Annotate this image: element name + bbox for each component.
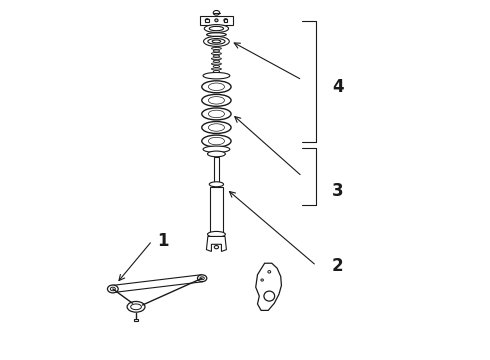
Ellipse shape bbox=[204, 24, 228, 32]
Ellipse shape bbox=[209, 182, 223, 187]
Ellipse shape bbox=[211, 63, 221, 65]
Text: 1: 1 bbox=[157, 232, 169, 250]
Ellipse shape bbox=[213, 50, 220, 52]
Ellipse shape bbox=[107, 285, 118, 293]
Text: 2: 2 bbox=[332, 257, 343, 275]
Bar bbox=[134, 319, 138, 321]
Ellipse shape bbox=[268, 271, 270, 273]
Polygon shape bbox=[206, 237, 226, 251]
Ellipse shape bbox=[213, 60, 220, 62]
Ellipse shape bbox=[202, 94, 231, 106]
Ellipse shape bbox=[207, 231, 225, 237]
Ellipse shape bbox=[208, 110, 224, 118]
Ellipse shape bbox=[213, 66, 220, 67]
Bar bbox=[200, 16, 233, 24]
Text: 4: 4 bbox=[332, 78, 343, 96]
Ellipse shape bbox=[264, 291, 275, 301]
Ellipse shape bbox=[209, 26, 223, 31]
Ellipse shape bbox=[205, 19, 209, 22]
Ellipse shape bbox=[203, 36, 229, 46]
Ellipse shape bbox=[202, 135, 231, 147]
Ellipse shape bbox=[208, 39, 225, 44]
Ellipse shape bbox=[261, 279, 264, 281]
Ellipse shape bbox=[212, 40, 220, 43]
Ellipse shape bbox=[203, 146, 230, 153]
Ellipse shape bbox=[208, 124, 224, 131]
Ellipse shape bbox=[202, 122, 231, 134]
Ellipse shape bbox=[203, 72, 230, 79]
Ellipse shape bbox=[208, 83, 224, 90]
Ellipse shape bbox=[213, 55, 220, 57]
Ellipse shape bbox=[214, 246, 219, 249]
Ellipse shape bbox=[213, 71, 220, 73]
Text: 3: 3 bbox=[332, 182, 343, 200]
Ellipse shape bbox=[208, 96, 224, 104]
Ellipse shape bbox=[211, 48, 221, 49]
Ellipse shape bbox=[200, 277, 204, 280]
Polygon shape bbox=[112, 275, 202, 292]
Ellipse shape bbox=[127, 301, 145, 312]
Ellipse shape bbox=[211, 68, 221, 70]
Bar bbox=[205, 19, 209, 22]
Ellipse shape bbox=[207, 151, 225, 157]
Ellipse shape bbox=[197, 275, 207, 282]
Ellipse shape bbox=[215, 19, 218, 22]
Bar bbox=[210, 187, 223, 237]
Ellipse shape bbox=[224, 19, 227, 22]
Ellipse shape bbox=[208, 137, 224, 145]
Ellipse shape bbox=[202, 108, 231, 120]
Ellipse shape bbox=[211, 58, 221, 60]
Ellipse shape bbox=[202, 81, 231, 93]
Ellipse shape bbox=[110, 287, 115, 291]
Ellipse shape bbox=[207, 33, 226, 36]
Polygon shape bbox=[256, 263, 281, 310]
Bar bbox=[214, 157, 219, 184]
Ellipse shape bbox=[211, 53, 221, 55]
Ellipse shape bbox=[131, 304, 142, 310]
Ellipse shape bbox=[213, 10, 220, 15]
Bar bbox=[224, 19, 227, 22]
